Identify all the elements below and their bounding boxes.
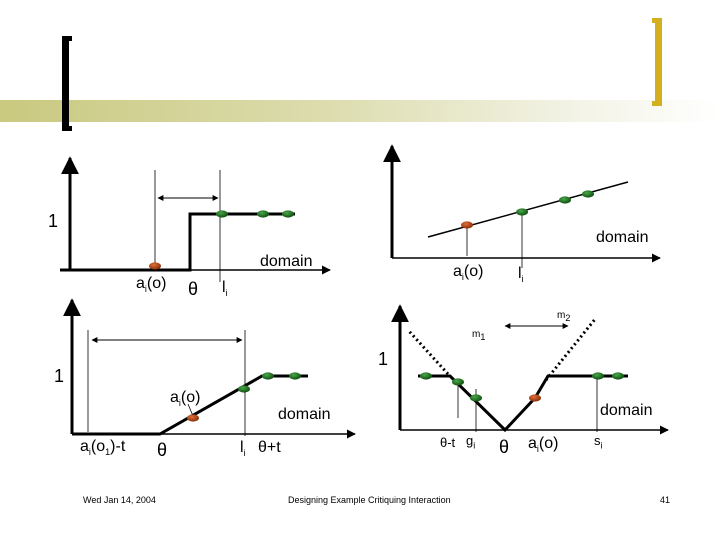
option-green-1 [216, 210, 228, 218]
ai-o1-t-label-sub: i [88, 447, 91, 458]
option-green-1 [420, 372, 432, 380]
linear-function-curve [427, 181, 629, 238]
domain-label: domain [278, 406, 331, 423]
ai-o-label: ai(o) [453, 264, 483, 282]
m1-label-main: m [472, 329, 481, 340]
li-label-main: l [518, 265, 522, 282]
option-green-5 [612, 372, 624, 380]
option-green-2 [257, 210, 269, 218]
ai-o-label-rest: (o) [463, 263, 484, 280]
m1-label: m1 [472, 330, 485, 342]
ai-o1-t-label-main: a [80, 438, 89, 455]
y-axis-one-label: 1 [48, 211, 59, 231]
ai-o-label-sub: i [536, 444, 539, 455]
ai-o1-t-label-sub2: 1 [105, 447, 111, 458]
li-label: li [240, 440, 246, 458]
ai-o-label-sub: i [178, 398, 181, 409]
si-label-sub: i [600, 440, 603, 451]
theta-minus-t-label: θ-t [440, 435, 456, 450]
li-label-sub: i [243, 448, 246, 459]
domain-label: domain [600, 402, 653, 419]
panel-bottom-right [391, 304, 669, 435]
footer-title: Designing Example Critiquing Interaction [288, 495, 451, 505]
ai-o-label-rest: (o) [180, 389, 201, 406]
y-axis-one-label: 1 [54, 366, 65, 386]
ai-o-label: ai(o) [528, 436, 558, 454]
ai-o-label: ai(o) [136, 276, 166, 294]
panel-bottom-left [63, 298, 356, 439]
theta-label: θ [188, 279, 199, 299]
theta-label: θ [157, 440, 168, 460]
title-bracket-right [652, 18, 662, 106]
ai-o-label-main: a [170, 389, 179, 406]
ai-o-label-main: a [136, 275, 145, 292]
ai-o-label: ai(o) [170, 390, 200, 408]
title-accent-bar [0, 100, 720, 122]
domain-label: domain [260, 253, 313, 270]
li-label: li [518, 266, 524, 284]
li-label: li [222, 280, 228, 298]
ai-o-label-main: a [453, 263, 462, 280]
ai-o-label-main: a [528, 435, 537, 452]
gi-label-main: g [466, 433, 474, 448]
option-green-4 [592, 372, 604, 380]
footer-date: Wed Jan 14, 2004 [83, 495, 156, 505]
page-number: 41 [660, 495, 671, 505]
li-label-sub: i [225, 288, 228, 299]
theta-plus-t-label: θ+t [258, 439, 281, 456]
option-green-3 [282, 210, 294, 218]
gi-label: gi [466, 434, 475, 451]
option-ai-o-red [529, 394, 541, 402]
m1-dotted-line [406, 328, 450, 376]
option-ai-o-red [461, 221, 473, 229]
gi-label-sub: i [473, 440, 476, 451]
option-ai-o-red [187, 414, 199, 422]
y-axis-one-label: 1 [378, 349, 389, 369]
ai-o-label-sub: i [144, 284, 147, 295]
option-green-3 [582, 190, 594, 198]
m2-dotted-line [544, 317, 598, 381]
ai-o-label-rest: (o) [146, 275, 167, 292]
option-green-2 [452, 378, 464, 386]
ai-o-label-rest: (o) [538, 435, 559, 452]
option-green-2 [559, 196, 571, 204]
si-label: si [594, 434, 603, 451]
title-bracket-left [62, 36, 72, 131]
m2-label: m2 [557, 311, 570, 323]
ai-o1-t-label-rest1: (o [90, 438, 106, 455]
v-function-curve [418, 374, 628, 433]
ai-o1-t-label: ai(o1)-t [80, 439, 125, 457]
li-label-main: l [222, 279, 226, 296]
theta-label: θ [499, 437, 510, 457]
ai-o-leader-line [187, 403, 194, 417]
si-label-main: s [594, 433, 601, 448]
m2-label-main: m [557, 310, 566, 321]
option-green-2 [262, 372, 274, 380]
option-green-1 [516, 208, 528, 216]
li-label-sub: i [521, 274, 524, 285]
ai-o1-t-label-rest2: )-t [110, 438, 126, 455]
panel-top-right [383, 144, 661, 268]
panel-top-left [60, 156, 331, 282]
m2-label-sub: 2 [565, 313, 571, 323]
option-green-3 [289, 372, 301, 380]
li-label-main: l [240, 439, 244, 456]
option-green-3 [470, 394, 482, 402]
ai-o-label-sub: i [461, 272, 464, 283]
option-green-1 [238, 385, 250, 393]
option-ai-o-red [149, 262, 161, 270]
m1-label-sub: 1 [480, 332, 486, 342]
domain-label: domain [596, 229, 649, 246]
ramp-function-curve [72, 374, 308, 436]
step-function-curve [60, 212, 295, 272]
